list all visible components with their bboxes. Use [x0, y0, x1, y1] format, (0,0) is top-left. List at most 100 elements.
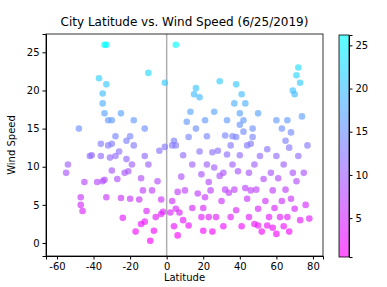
- points: [63, 41, 313, 244]
- point: [251, 161, 258, 168]
- point: [220, 223, 227, 230]
- point: [158, 196, 165, 203]
- point: [229, 161, 236, 168]
- point: [242, 100, 249, 107]
- point: [200, 228, 207, 235]
- point: [156, 147, 163, 154]
- colorbar-tick: 20: [349, 83, 368, 94]
- colorbar-tick-label: 15: [356, 126, 369, 137]
- point: [99, 90, 106, 97]
- point: [109, 117, 116, 124]
- point: [290, 170, 297, 177]
- point: [198, 214, 205, 221]
- y-tick-label: 25: [27, 47, 40, 58]
- point: [222, 132, 229, 139]
- x-tick: 60: [271, 256, 284, 272]
- point: [295, 64, 302, 71]
- y-tick-label: 15: [27, 123, 40, 134]
- point: [269, 187, 276, 194]
- point: [204, 161, 211, 168]
- point: [193, 85, 200, 92]
- point: [96, 75, 103, 82]
- point: [204, 133, 211, 140]
- point: [132, 228, 139, 235]
- point: [279, 198, 286, 205]
- point: [162, 80, 169, 87]
- point: [255, 222, 262, 229]
- colorbar-tick: 15: [349, 126, 368, 137]
- point: [169, 198, 176, 205]
- point: [247, 141, 254, 148]
- point: [162, 144, 169, 151]
- point: [255, 205, 262, 212]
- point: [138, 175, 145, 182]
- point: [101, 110, 108, 117]
- point: [295, 153, 302, 160]
- y-tick: 25: [27, 47, 46, 58]
- point: [299, 113, 306, 120]
- point: [140, 187, 147, 194]
- point: [297, 217, 304, 224]
- point: [257, 153, 264, 160]
- point: [103, 194, 110, 201]
- point: [174, 189, 181, 196]
- point: [109, 141, 116, 148]
- colorbar-tick: 5: [349, 213, 362, 224]
- point: [112, 133, 119, 140]
- colorbar-tick: 25: [349, 40, 368, 51]
- point: [141, 125, 148, 132]
- point: [246, 214, 253, 221]
- x-tick: 20: [197, 256, 210, 272]
- y-tick-mark: [43, 129, 47, 130]
- y-tick: 0: [33, 238, 46, 249]
- point: [297, 80, 304, 87]
- colorbar-tick-mark: [349, 45, 353, 46]
- point: [306, 215, 313, 222]
- point: [171, 223, 178, 230]
- point: [196, 148, 203, 155]
- point: [173, 41, 180, 48]
- point: [207, 187, 214, 194]
- point: [103, 81, 110, 88]
- point: [293, 178, 300, 185]
- point: [127, 133, 134, 140]
- point: [176, 209, 183, 216]
- y-tick-mark: [43, 90, 47, 91]
- point: [202, 117, 209, 124]
- point: [185, 134, 192, 141]
- point: [268, 170, 275, 177]
- point: [211, 164, 218, 171]
- point: [229, 133, 236, 140]
- point: [238, 91, 245, 98]
- point: [224, 117, 231, 124]
- y-tick-label: 5: [33, 200, 39, 211]
- point: [266, 214, 273, 221]
- y-tick: 15: [27, 123, 46, 134]
- point: [275, 175, 282, 182]
- point: [279, 125, 286, 132]
- point: [205, 179, 212, 186]
- point: [143, 208, 150, 215]
- y-tick-mark: [43, 167, 47, 168]
- point: [220, 170, 227, 177]
- point: [130, 142, 137, 149]
- point: [238, 223, 245, 230]
- point: [196, 94, 203, 101]
- x-axis-title: Latitude: [164, 272, 205, 283]
- point: [154, 178, 161, 185]
- point: [109, 167, 116, 174]
- point: [293, 72, 300, 79]
- point: [205, 214, 212, 221]
- point: [244, 195, 251, 202]
- point: [114, 176, 121, 183]
- axis-line: [47, 257, 324, 260]
- y-axis-title: Wind Speed: [6, 115, 17, 175]
- point: [304, 142, 311, 149]
- x-tick-mark: [94, 256, 95, 260]
- point: [264, 146, 271, 153]
- point: [280, 161, 287, 168]
- x-tick-label: -60: [49, 261, 65, 272]
- point: [98, 141, 105, 148]
- point: [98, 153, 105, 160]
- point: [123, 156, 130, 163]
